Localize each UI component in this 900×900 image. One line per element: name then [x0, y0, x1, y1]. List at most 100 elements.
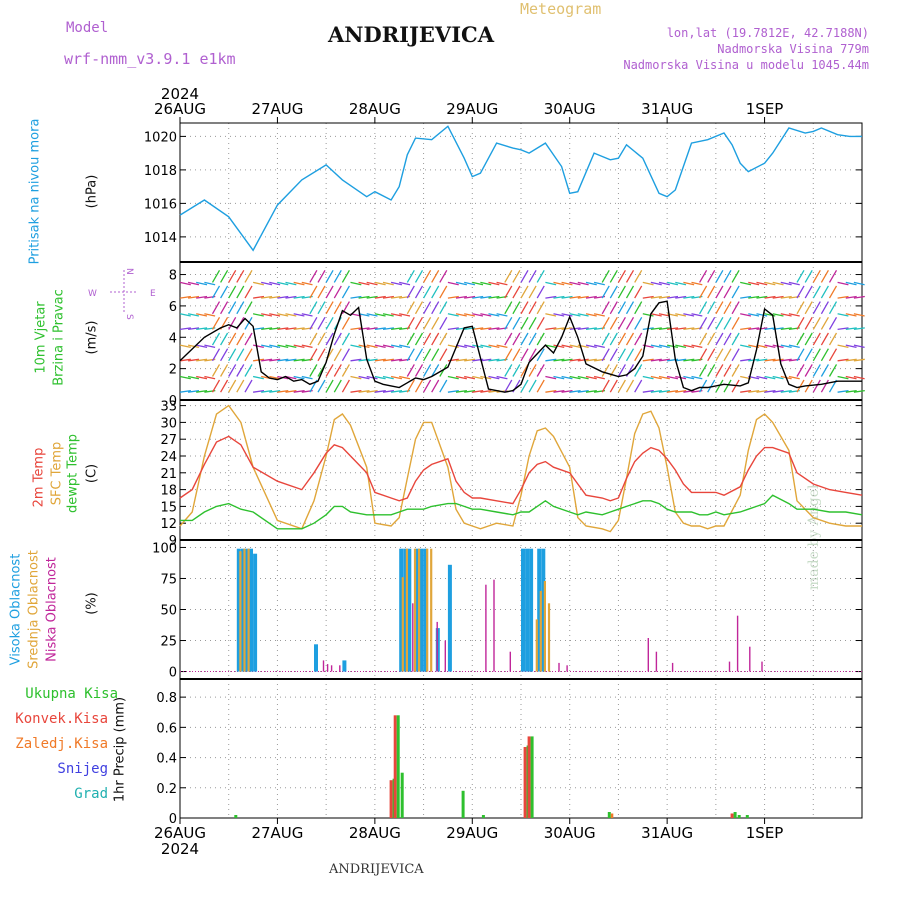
wind-barb [293, 313, 305, 317]
wind-barb [244, 364, 253, 377]
wind-barb [374, 281, 386, 286]
wind-barb [715, 269, 724, 283]
wind-barb [553, 327, 565, 331]
wind-barb [464, 375, 476, 380]
wind-barb [675, 389, 687, 393]
wind-barb [536, 348, 545, 362]
wind-barb [837, 375, 849, 380]
cloud-bar-1 [401, 577, 404, 672]
wind-barb [390, 313, 403, 317]
wind-barb [261, 313, 273, 317]
wind-barb [366, 344, 378, 349]
wind-barb [740, 358, 752, 362]
wind-barb [666, 344, 679, 349]
wind-barb [683, 281, 695, 286]
wind-barb [837, 281, 849, 286]
wind-barb [439, 316, 448, 330]
wind-barb [853, 313, 865, 317]
wind-barb [414, 364, 424, 377]
cloud-bar-2 [509, 651, 511, 672]
wind-barb [625, 285, 635, 299]
cloud-bar-0 [521, 548, 525, 672]
wind-barb [715, 348, 724, 362]
tick-label-temperature: 9 [169, 534, 177, 549]
wind-speed-line [179, 300, 862, 393]
cloud-bar-2 [493, 579, 495, 672]
cloud-bar-2 [558, 662, 560, 672]
wind-barb [341, 269, 350, 283]
cloud-bar-2 [326, 664, 329, 672]
tick-label-pressure: 1018 [144, 164, 177, 179]
wind-barb [667, 389, 679, 393]
cloud-bar-0 [447, 564, 452, 672]
wind-barb [285, 313, 297, 317]
wind-barb [820, 332, 829, 346]
cloud-bar-0 [245, 548, 249, 672]
wind-barb [569, 327, 581, 331]
wind-barb [382, 358, 394, 362]
wind-barb [545, 281, 557, 286]
wind-barb [634, 269, 643, 283]
cloud-bar-0 [529, 548, 534, 672]
cloud-bar-1 [239, 551, 242, 672]
wind-barb [609, 269, 618, 283]
wind-barb [650, 358, 662, 362]
cloud-bar-2 [339, 665, 341, 672]
cloud-bar-0 [407, 548, 412, 672]
wind-barb [472, 389, 484, 393]
tick-label-precip: 0.6 [156, 721, 177, 736]
wind-barb [333, 285, 342, 299]
tick-label-temperature: 33 [160, 400, 177, 415]
wind-barb [707, 301, 716, 315]
wind-barb [488, 327, 500, 331]
wind-barb [553, 281, 565, 286]
wind-barb [423, 348, 432, 362]
wind-barb [333, 348, 342, 362]
wind-barb [658, 313, 670, 317]
wind-barb [650, 344, 662, 349]
cloud-bar-2 [485, 584, 487, 672]
wind-barb [658, 295, 670, 299]
wind-barb [837, 313, 849, 317]
wind-barb [601, 364, 610, 377]
wind-barb [480, 281, 492, 286]
wind-barb [796, 316, 805, 330]
wind-barb [715, 332, 724, 346]
wind-barb [293, 344, 305, 349]
wind-barb [772, 358, 784, 362]
wind-barb [601, 379, 610, 393]
wind-barb [617, 316, 626, 330]
wind-barb [577, 281, 589, 286]
wind-barb [406, 348, 415, 362]
wind-barb [853, 375, 865, 380]
wind-barb [196, 358, 208, 362]
wind-barb [269, 313, 281, 317]
wind-barb [244, 348, 253, 362]
wind-barb [269, 295, 281, 299]
wind-barb [756, 375, 768, 380]
wind-barb [414, 316, 424, 330]
wind-barb [837, 358, 849, 362]
wind-barb [374, 389, 386, 393]
wind-barb [309, 285, 318, 299]
dewpt-line [180, 494, 863, 530]
wind-barb [261, 389, 273, 393]
wind-barb [350, 358, 362, 362]
wind-barb [796, 332, 805, 346]
wind-barb [196, 313, 208, 317]
date-label-top: 29AUG [446, 100, 498, 118]
wind-barb [804, 269, 813, 283]
wind-barb [252, 375, 264, 380]
cloud-bar-1 [405, 548, 408, 672]
wind-barb [188, 327, 200, 331]
wind-barb [520, 364, 529, 377]
wind-barb [585, 389, 597, 393]
wind-barb [269, 375, 281, 380]
wind-barb [277, 344, 289, 349]
wind-barb [593, 375, 605, 380]
wind-barb [277, 313, 289, 317]
wind-barb [699, 348, 708, 362]
cloud-bar-0 [419, 548, 424, 672]
wind-barb [853, 281, 865, 286]
wind-barb [455, 313, 467, 317]
